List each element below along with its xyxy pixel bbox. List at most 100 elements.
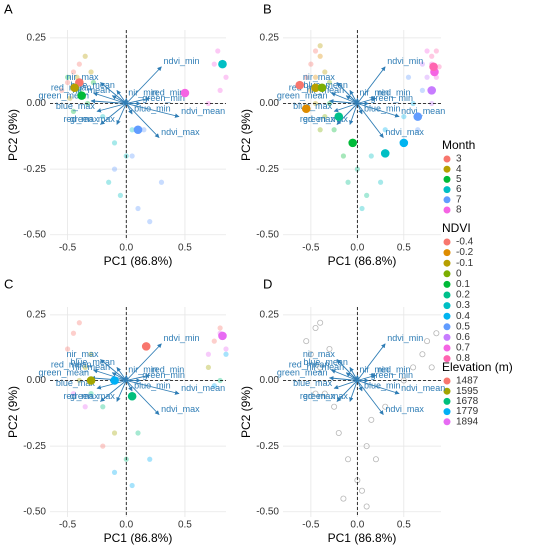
point (331, 127, 337, 133)
legend-label: 7 (456, 194, 462, 205)
loading-label: ndvi_min (163, 56, 199, 66)
legend-swatch (443, 155, 451, 163)
point (436, 64, 442, 70)
legend-title: NDVI (442, 221, 471, 235)
loading-label: green_min (371, 370, 414, 380)
loading-label: red_min (152, 88, 185, 98)
panel-label: C (4, 276, 13, 291)
point (88, 391, 94, 397)
legend-label: 0.4 (456, 311, 470, 322)
legend-label: 1779 (456, 406, 479, 417)
loading-label: ndvi_mean (181, 383, 225, 393)
point (129, 482, 135, 489)
group-centroid (334, 112, 344, 121)
legend-swatch (443, 291, 451, 299)
loading-label: red_mean (289, 82, 330, 92)
loading-label: nir_mean (73, 362, 111, 372)
point (111, 140, 118, 146)
point (372, 456, 379, 463)
y-tick-label: -0.25 (256, 164, 279, 175)
loading-label: nir_mean (307, 362, 345, 372)
loading-arrow (100, 103, 127, 125)
loading-label: red_max (300, 114, 336, 124)
loading-label: ndvi_min (387, 333, 423, 343)
loading-arrow (356, 343, 386, 381)
panel-label: A (4, 1, 13, 16)
legend-swatch (443, 323, 451, 331)
legend-label: -0.2 (456, 247, 474, 258)
group-centroid (110, 376, 119, 385)
point (76, 61, 82, 67)
y-tick-label: -0.50 (23, 506, 46, 517)
loading-label: ndvi_max (161, 127, 200, 137)
point (419, 351, 426, 358)
x-tick-label: 0.0 (119, 243, 133, 254)
legend-label: 0.6 (456, 332, 470, 343)
legend-label: 1678 (456, 396, 479, 407)
group-centroid (399, 138, 409, 148)
group-centroid (218, 59, 227, 69)
point (211, 61, 217, 67)
legend-swatch (443, 175, 451, 183)
point (405, 74, 412, 80)
y-tick-label: 0.25 (27, 310, 47, 321)
loading-arrow (116, 380, 127, 402)
y-tick-label: 0.25 (260, 33, 280, 44)
legend-label: 0.8 (456, 353, 470, 364)
point (65, 74, 71, 80)
point (363, 443, 370, 450)
legend-label: 0.2 (456, 290, 470, 301)
loading-arrow (329, 99, 358, 104)
loading-arrow (357, 97, 377, 104)
loading-arrow (357, 374, 377, 381)
loading-arrow (333, 380, 358, 390)
point (321, 390, 328, 397)
y-axis-title: PC2 (9%) (6, 109, 20, 161)
y-tick-label: 0.25 (260, 310, 280, 321)
point (65, 346, 71, 352)
x-tick-label: -0.5 (59, 243, 77, 254)
legend-swatch (443, 418, 451, 426)
point (65, 79, 71, 86)
legend-swatch (443, 259, 451, 267)
point (364, 192, 370, 198)
loading-arrow (111, 95, 127, 104)
point (401, 114, 407, 120)
y-tick-label: 0.25 (27, 33, 47, 44)
group-centroid (70, 83, 79, 93)
y-tick-label: -0.50 (23, 229, 46, 240)
loading-label: blue_min (364, 103, 401, 113)
loading-label: nir_max (303, 72, 336, 82)
loading-arrow (90, 375, 127, 381)
point (205, 100, 211, 107)
point (100, 114, 106, 120)
loading-arrow (125, 380, 133, 392)
loading-label: green_max (303, 391, 349, 401)
point (111, 166, 118, 172)
loading-label: nir_min (359, 365, 389, 375)
point (382, 127, 388, 133)
legend-swatch (443, 186, 451, 194)
legend-label: 0.3 (456, 300, 470, 311)
point (326, 79, 333, 86)
legend-swatch (443, 249, 451, 257)
loading-label: ndvi_max (161, 404, 200, 414)
legend-label: 0.7 (456, 343, 470, 354)
point (368, 416, 375, 423)
group-centroid (218, 331, 227, 341)
panel-label: D (263, 276, 272, 291)
loading-label: red_mean (289, 359, 330, 369)
point (100, 404, 106, 410)
loading-label: red_min (152, 365, 185, 375)
point (424, 338, 431, 345)
point (317, 319, 324, 326)
x-tick-label: 0.0 (350, 243, 364, 254)
legend-label: 1487 (456, 376, 479, 387)
legend-swatch (443, 355, 451, 363)
point (129, 127, 135, 133)
point (326, 345, 333, 352)
point (424, 74, 430, 80)
group-centroid (301, 104, 311, 114)
point (345, 179, 351, 185)
point (410, 364, 417, 371)
